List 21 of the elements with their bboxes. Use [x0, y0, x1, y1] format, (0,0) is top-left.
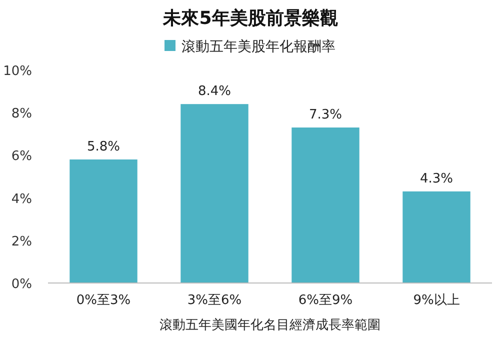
y-tick-label: 0% — [11, 277, 32, 292]
bar — [70, 159, 138, 283]
y-tick-label: 6% — [11, 149, 32, 164]
x-tick-label: 3%至6% — [187, 293, 242, 308]
bar — [402, 191, 470, 283]
chart-title: 未來5年美股前景樂觀 — [162, 8, 338, 29]
y-tick-label: 2% — [11, 234, 32, 250]
x-tick-label: 9%以上 — [413, 293, 460, 308]
y-tick-label: 8% — [11, 106, 32, 122]
x-tick-label: 0%至3% — [76, 293, 131, 308]
bar — [180, 104, 248, 283]
x-axis-title: 滾動五年美國年化名目經濟成長率範圍 — [160, 317, 380, 333]
data-label: 4.3% — [420, 171, 454, 186]
x-tick-label: 6%至9% — [298, 293, 353, 308]
bar — [292, 128, 360, 283]
data-label: 7.3% — [308, 108, 342, 123]
legend-label: 滾動五年美股年化報酬率 — [182, 39, 336, 55]
y-tick-label: 10% — [3, 64, 32, 79]
data-label: 8.4% — [198, 84, 232, 100]
y-tick-label: 4% — [11, 192, 32, 207]
data-label: 5.8% — [86, 139, 120, 154]
